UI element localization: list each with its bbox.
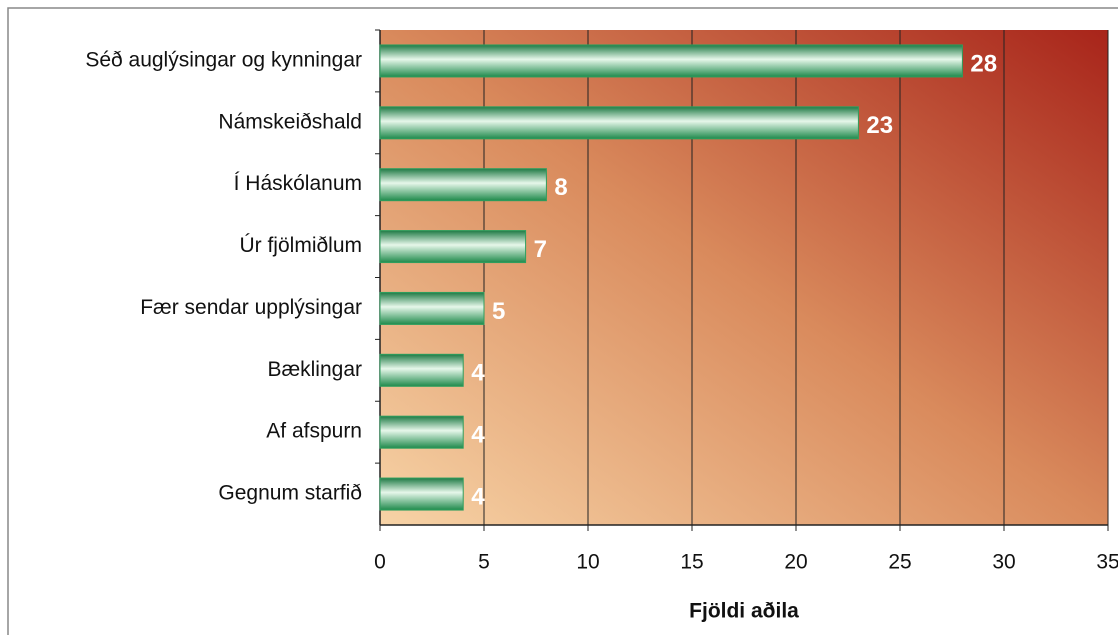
y-tick-label: Fær sendar upplýsingar — [140, 296, 362, 319]
bar — [379, 477, 464, 511]
x-tick-label: 25 — [888, 551, 911, 574]
x-tick-label: 0 — [374, 551, 386, 574]
x-tick-label: 30 — [992, 551, 1015, 574]
x-tick-label: 5 — [478, 551, 490, 574]
y-tick-label: Úr fjölmiðlum — [239, 234, 362, 257]
bar — [379, 230, 527, 264]
bar — [379, 168, 547, 202]
y-tick-label: Bæklingar — [267, 358, 362, 381]
value-label: 5 — [492, 298, 505, 325]
frame — [7, 7, 1118, 635]
x-tick-label: 35 — [1096, 551, 1118, 574]
y-tick-label: Gegnum starfið — [218, 482, 362, 505]
y-tick-label: Námskeiðshald — [218, 110, 362, 133]
bar — [379, 44, 963, 78]
value-label: 23 — [866, 112, 893, 139]
value-label: 4 — [471, 483, 485, 510]
y-tick-label: Í Háskólanum — [234, 172, 362, 195]
bar — [379, 353, 464, 387]
bar — [379, 106, 859, 140]
value-label: 8 — [554, 174, 567, 201]
value-label: 7 — [534, 236, 547, 263]
x-tick-label: 20 — [784, 551, 807, 574]
value-label: 28 — [970, 50, 997, 77]
value-label: 4 — [471, 422, 485, 449]
x-tick-label: 10 — [576, 551, 599, 574]
y-tick-label: Af afspurn — [266, 420, 362, 443]
value-label: 4 — [471, 360, 485, 387]
plot-area — [380, 30, 1108, 525]
bar — [379, 291, 485, 325]
x-tick-label: 15 — [680, 551, 703, 574]
bar — [379, 415, 464, 449]
x-axis-label: Fjöldi aðila — [689, 600, 799, 623]
y-tick-label: Séð auglýsingar og kynningar — [85, 48, 362, 71]
